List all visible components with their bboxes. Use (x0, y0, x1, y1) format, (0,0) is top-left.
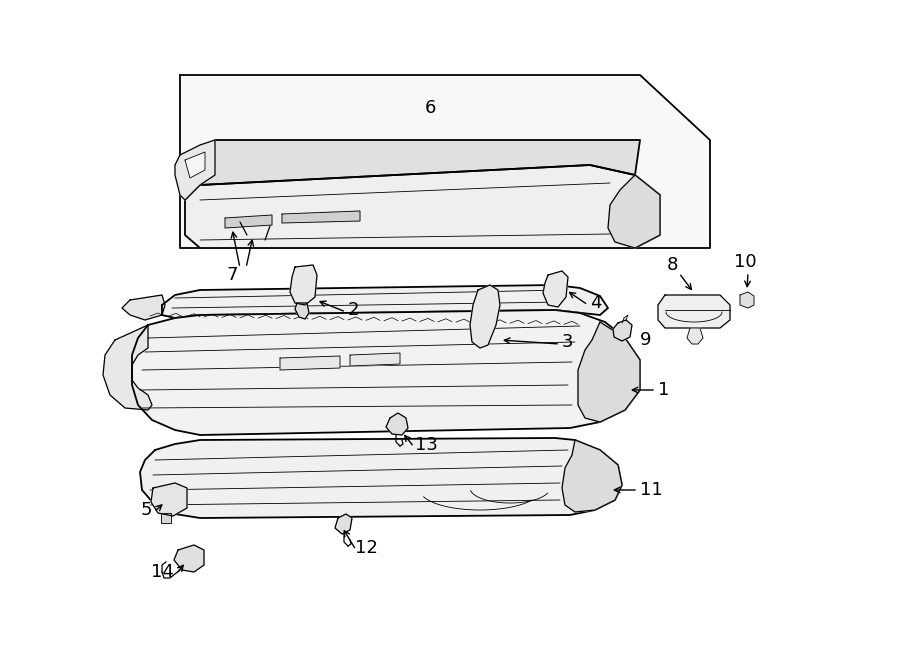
Text: 3: 3 (562, 333, 573, 351)
Polygon shape (185, 152, 205, 178)
Polygon shape (543, 271, 568, 307)
Polygon shape (185, 165, 660, 248)
Text: 12: 12 (355, 539, 378, 557)
Polygon shape (162, 285, 608, 318)
Text: 4: 4 (590, 294, 601, 312)
Polygon shape (280, 356, 340, 370)
Text: 14: 14 (151, 563, 174, 581)
Polygon shape (335, 514, 352, 534)
Text: 10: 10 (734, 253, 756, 271)
Text: 9: 9 (640, 331, 652, 349)
Polygon shape (225, 215, 272, 228)
Polygon shape (562, 440, 622, 512)
Text: 11: 11 (640, 481, 662, 499)
Polygon shape (613, 320, 632, 341)
Text: 8: 8 (666, 256, 678, 274)
Text: 13: 13 (415, 436, 438, 454)
Polygon shape (608, 175, 660, 248)
Polygon shape (200, 140, 640, 185)
Polygon shape (740, 292, 754, 308)
Text: 6: 6 (424, 99, 436, 117)
Polygon shape (180, 75, 710, 248)
Polygon shape (151, 483, 187, 516)
Polygon shape (290, 265, 317, 305)
Text: 7: 7 (227, 266, 238, 284)
Polygon shape (386, 413, 408, 435)
Text: 2: 2 (348, 301, 359, 319)
Polygon shape (470, 285, 500, 348)
Polygon shape (175, 140, 215, 200)
Polygon shape (132, 310, 640, 435)
Polygon shape (578, 322, 640, 422)
Text: 5: 5 (140, 501, 152, 519)
Polygon shape (122, 295, 165, 320)
Text: 1: 1 (658, 381, 670, 399)
Polygon shape (161, 513, 171, 523)
Polygon shape (103, 325, 152, 410)
Polygon shape (350, 353, 400, 366)
Polygon shape (658, 295, 730, 328)
Polygon shape (140, 438, 622, 518)
Polygon shape (295, 303, 309, 319)
Polygon shape (174, 545, 204, 572)
Polygon shape (687, 328, 703, 344)
Polygon shape (282, 211, 360, 223)
